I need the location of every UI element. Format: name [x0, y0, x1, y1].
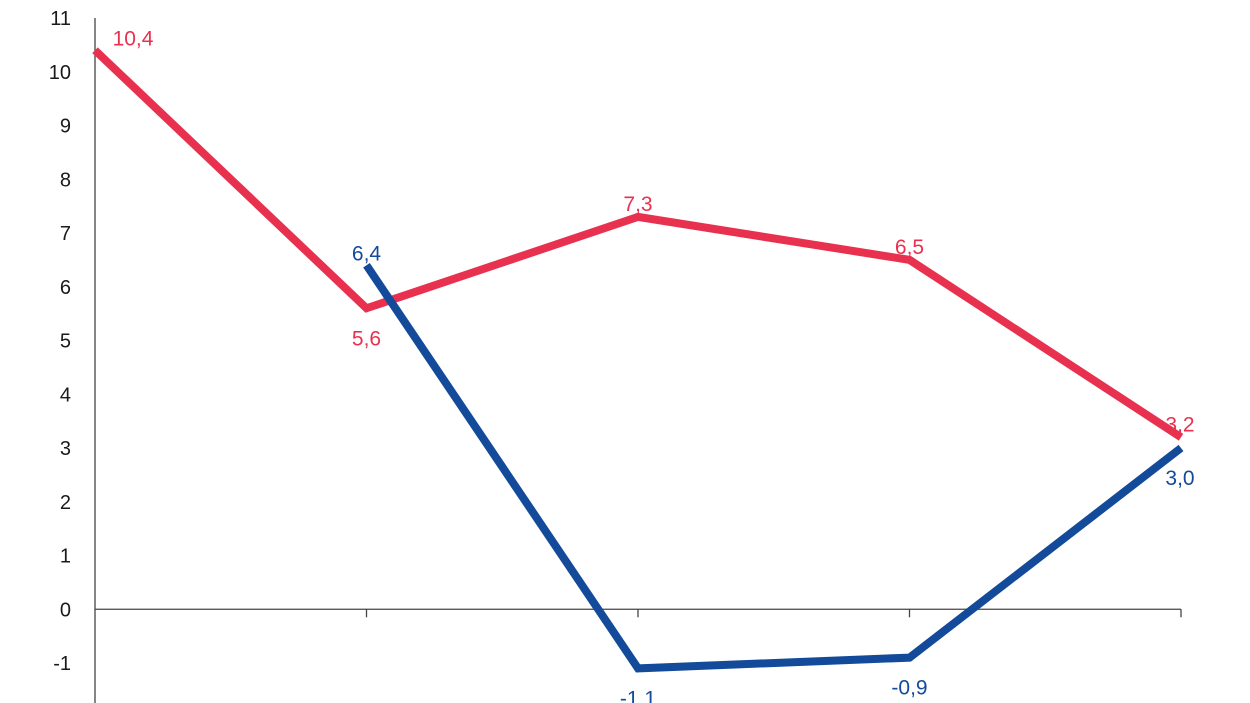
data-label-series-2: -0,9	[891, 677, 927, 700]
series-lines	[92, 47, 1184, 673]
y-tick-label: 0	[60, 599, 71, 621]
y-tick-label: 7	[60, 223, 71, 245]
data-labels: 10,4 5,6 7,3 6,5 3,2 6,4 -1,1 -0,9 3,0	[113, 27, 1195, 703]
data-label-series-2: 3,0	[1165, 467, 1194, 490]
y-tick-label: 4	[60, 384, 71, 406]
data-label-series-2: -1,1	[620, 687, 656, 703]
y-tick-label: 11	[50, 8, 71, 30]
y-tick-label: 1	[60, 546, 71, 568]
data-label-series-2: 6,4	[352, 242, 382, 265]
series-line-2	[363, 263, 1184, 673]
y-tick-label: 2	[60, 492, 71, 514]
y-tick-label: 3	[60, 438, 71, 460]
data-label-series-1: 3,2	[1165, 413, 1194, 436]
data-label-series-1: 6,5	[895, 236, 924, 259]
y-tick-label: 5	[60, 331, 71, 353]
data-label-series-1: 5,6	[352, 327, 381, 350]
y-tick-label: 10	[49, 62, 71, 84]
x-tick-marks	[365, 609, 1182, 618]
data-label-series-1: 10,4	[113, 27, 154, 50]
data-label-series-1: 7,3	[623, 193, 652, 216]
y-tick-label: 9	[60, 116, 71, 138]
y-tick-label: -1	[53, 653, 71, 675]
y-tick-label: 6	[60, 277, 71, 299]
series-line-1	[92, 47, 1184, 441]
y-tick-label: 8	[60, 169, 71, 191]
